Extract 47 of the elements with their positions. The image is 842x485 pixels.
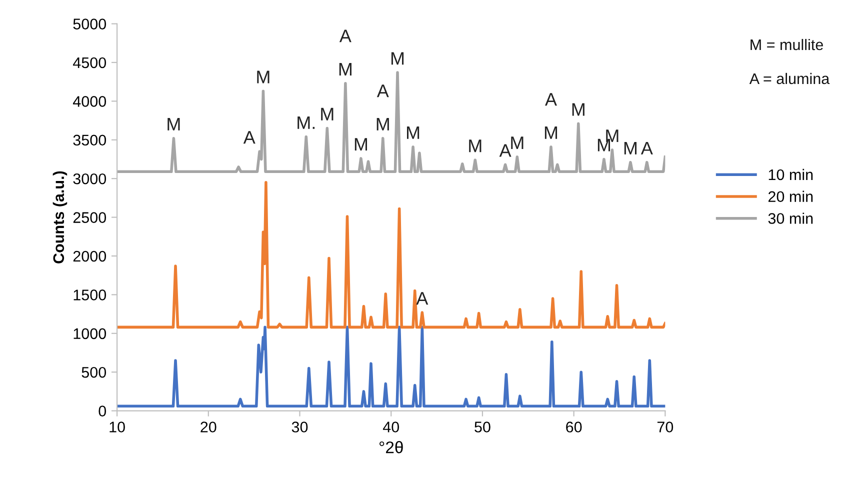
line-series bbox=[117, 326, 666, 408]
x-tick-label: 30 bbox=[292, 422, 308, 432]
y-tick-label: 1000 bbox=[74, 328, 106, 340]
annotation: M bbox=[544, 126, 558, 139]
line-series bbox=[117, 181, 666, 329]
y-tick-label: 1500 bbox=[74, 290, 106, 300]
text: A = alumina bbox=[749, 72, 830, 84]
annotation: A bbox=[243, 131, 256, 144]
y-tick-label: 3500 bbox=[73, 134, 106, 146]
annotation: M. bbox=[298, 116, 315, 129]
x-tick-label: 40 bbox=[382, 422, 400, 432]
y-tick-label: 0 bbox=[98, 406, 106, 416]
legend-label: 30 min bbox=[768, 212, 813, 224]
annotation: A bbox=[545, 93, 557, 106]
x-tick-label: 50 bbox=[474, 422, 490, 432]
annotation: M bbox=[406, 126, 420, 139]
x-tick-label: 10 bbox=[110, 422, 125, 432]
text: M = mullite bbox=[750, 38, 823, 50]
x-tick-label: 60 bbox=[566, 422, 582, 432]
annotation: A bbox=[339, 30, 352, 42]
y-tick-label: 500 bbox=[82, 366, 106, 378]
annotation: M bbox=[354, 138, 367, 151]
annotation: M bbox=[257, 70, 270, 84]
y-tick-label: 4500 bbox=[72, 57, 106, 68]
annotation: M bbox=[511, 136, 524, 149]
annotation: A bbox=[376, 84, 389, 98]
annotation: M bbox=[391, 52, 404, 65]
y-tick-label: 4000 bbox=[72, 96, 106, 107]
y-tick-label: 2500 bbox=[73, 212, 106, 223]
y-axis-title: Counts (a.u.) bbox=[52, 171, 68, 264]
x-axis-title: °2θ bbox=[380, 441, 403, 454]
y-tick-label: 3000 bbox=[73, 173, 106, 184]
annotation: A bbox=[640, 142, 653, 154]
x-tick-label: 20 bbox=[200, 422, 216, 432]
y-tick-label: 2000 bbox=[73, 250, 106, 262]
annotation: M bbox=[469, 140, 482, 152]
legend-label: 10 min bbox=[768, 168, 813, 180]
annotation: A bbox=[499, 144, 512, 157]
annotation: M bbox=[624, 142, 637, 154]
annotation: M bbox=[321, 108, 334, 120]
y-tick-label: 5000 bbox=[73, 18, 106, 30]
annotation: M bbox=[572, 103, 584, 116]
annotation: M bbox=[168, 118, 180, 130]
x-tick-label: 70 bbox=[657, 422, 674, 432]
annotation: M bbox=[376, 118, 389, 130]
annotation: M bbox=[339, 63, 352, 76]
legend-label: 20 min bbox=[768, 190, 813, 202]
